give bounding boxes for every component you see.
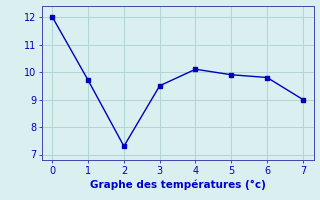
X-axis label: Graphe des températures (°c): Graphe des températures (°c)	[90, 180, 266, 190]
